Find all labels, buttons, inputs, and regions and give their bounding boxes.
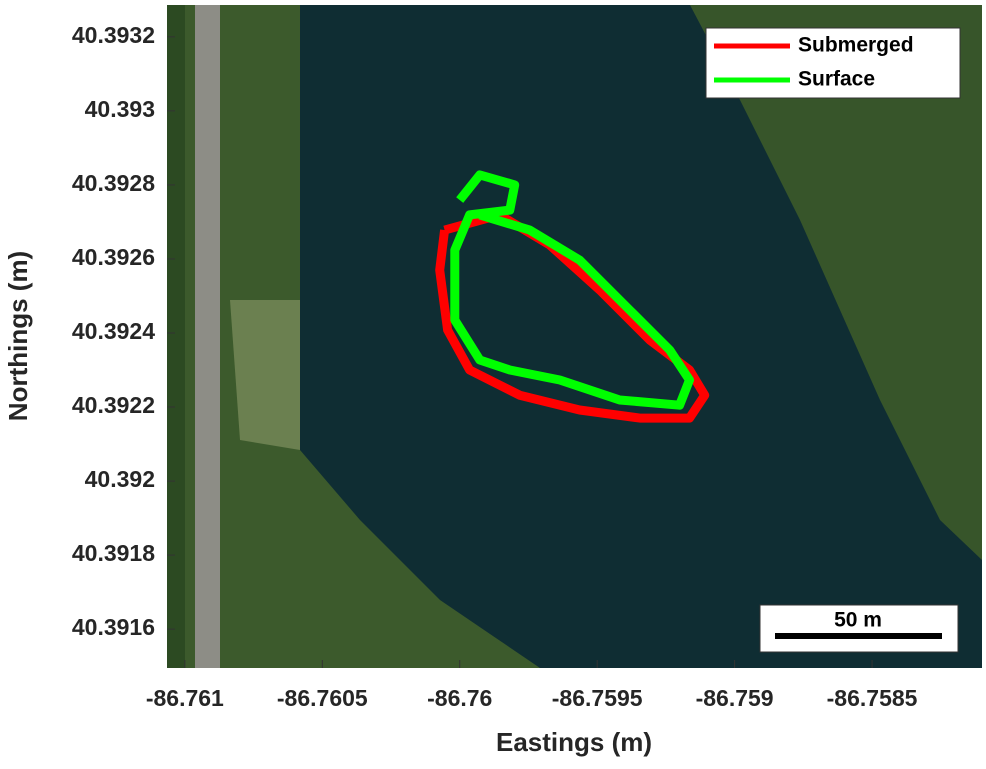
trajectory bbox=[450, 170, 694, 410]
y-tick-label: 40.3916 bbox=[72, 614, 155, 640]
x-tick-label: -86.7605 bbox=[277, 685, 368, 711]
x-tick-label: -86.761 bbox=[146, 685, 224, 711]
legend-label: Surface bbox=[798, 68, 875, 91]
y-tick-label: 40.3922 bbox=[72, 392, 155, 418]
y-tick-label: 40.3932 bbox=[72, 22, 155, 48]
satellite-background bbox=[167, 5, 982, 668]
y-tick-label: 40.3926 bbox=[72, 244, 155, 270]
scale-bar-label: 50 m bbox=[834, 609, 882, 632]
y-tick-label: 40.3924 bbox=[72, 318, 155, 344]
plot-area bbox=[435, 170, 710, 423]
x-tick-label: -86.76 bbox=[427, 685, 492, 711]
x-tick-label: -86.759 bbox=[696, 685, 774, 711]
legend-box bbox=[705, 27, 961, 99]
y-tick-label: 40.393 bbox=[85, 96, 155, 122]
y-tick-label: 40.3918 bbox=[72, 540, 155, 566]
scale-bar-box bbox=[759, 604, 959, 653]
y-axis-label: Northings (m) bbox=[3, 251, 33, 421]
y-tick-label: 40.392 bbox=[85, 466, 155, 492]
trajectory bbox=[435, 210, 710, 423]
y-tick-label: 40.3928 bbox=[72, 170, 155, 196]
x-tick-label: -86.7595 bbox=[552, 685, 643, 711]
legend-label: Submerged bbox=[798, 34, 914, 57]
x-axis-label: Eastings (m) bbox=[496, 727, 652, 757]
x-tick-label: -86.7585 bbox=[827, 685, 918, 711]
